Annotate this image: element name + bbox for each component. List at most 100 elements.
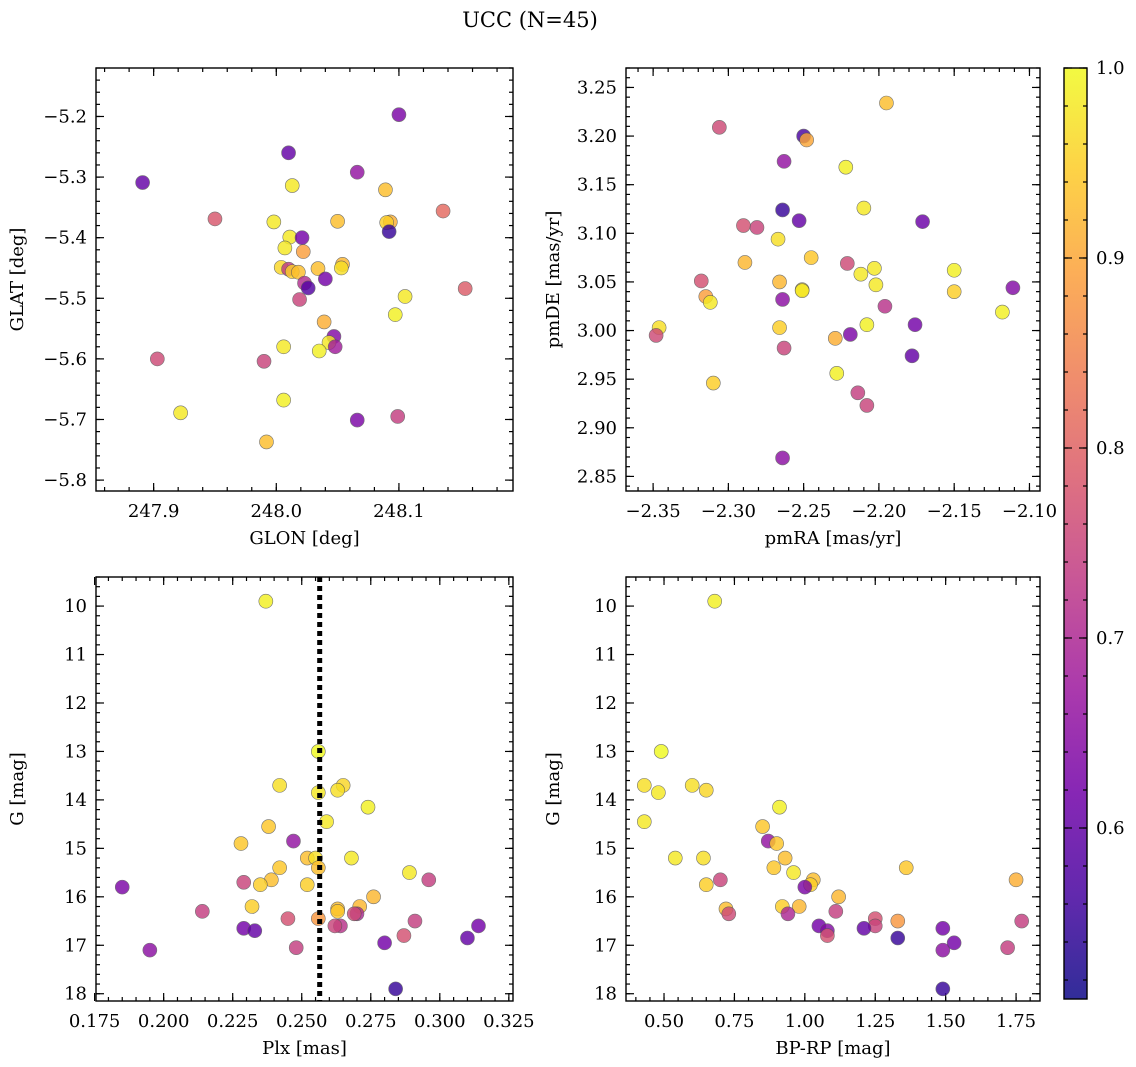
bprp-g-y-tick-label: 15	[594, 838, 617, 859]
bprp-g-point	[1014, 913, 1029, 929]
bprp-g-x-tick-label: 1.50	[926, 1011, 966, 1032]
pmra-pmde-point	[648, 328, 664, 343]
bprp-g-frame	[625, 576, 1041, 1002]
pmra-pmde-y-tick-label: 3.25	[577, 77, 617, 98]
glon-glat-point	[311, 343, 327, 359]
glon-glat-point	[281, 145, 296, 161]
pmra-pmde-frame	[625, 67, 1041, 492]
plx-g-point	[272, 778, 287, 793]
pmra-pmde-point	[803, 250, 819, 265]
glon-glat-point	[256, 354, 272, 369]
pmra-pmde-point	[867, 261, 882, 276]
plx-g-points	[114, 593, 486, 997]
plx-g-panel: 0.175 0.200 0.225 0.250 0.275 0.300 0.325 10 11 1…	[7, 576, 535, 1059]
bprp-g-point	[707, 593, 723, 609]
plx-g-x-tick-label: 0.175	[69, 1011, 121, 1032]
plx-g-point	[366, 889, 381, 905]
pmra-pmde-point	[907, 317, 923, 333]
pmra-pmde-y-tick-label: 2.85	[577, 466, 617, 487]
pmra-pmde-point	[791, 213, 807, 228]
pmra-pmde-x-tick-label: −2.15	[927, 501, 982, 522]
bprp-g-point	[651, 785, 666, 800]
pmra-pmde-point	[829, 366, 845, 381]
colorbar-tick-label: 1.0	[1096, 58, 1125, 79]
plx-g-point	[407, 913, 423, 929]
bprp-g-point	[935, 981, 951, 997]
glon-glat-point	[300, 280, 316, 296]
pmra-pmde-point	[838, 159, 854, 175]
plx-g-y-tick-label: 13	[64, 741, 87, 762]
colorbar-frame	[1063, 67, 1088, 1000]
pmra-pmde-y-axis-label: pmDE [mas/yr]	[543, 211, 564, 349]
bprp-g-point	[890, 913, 906, 929]
glon-glat-point	[266, 214, 282, 230]
plx-g-y-tick-label: 14	[64, 790, 87, 811]
pmra-pmde-point	[995, 304, 1010, 320]
bprp-g-panel: 0.50 0.75 1.00 1.25 1.50 1.75 10 11 12 13 14 15 16 17…	[543, 576, 1041, 1059]
pmra-pmde-point	[736, 218, 751, 233]
plx-g-point	[421, 872, 437, 888]
glon-glat-y-tick-label: −5.5	[43, 288, 87, 309]
glon-glat-point	[276, 392, 291, 408]
glon-glat-points	[135, 107, 473, 450]
pmra-pmde-x-axis-label: pmRA [mas/yr]	[765, 528, 902, 549]
plx-g-x-tick-label: 0.325	[483, 1011, 535, 1032]
bprp-g-y-tick-label: 10	[594, 596, 617, 617]
colorbar-tick-label: 0.9	[1096, 248, 1125, 269]
glon-glat-y-tick-label: −5.2	[43, 106, 87, 127]
glon-glat-point	[387, 307, 403, 322]
glon-glat-point	[327, 339, 343, 355]
bprp-g-point	[698, 782, 714, 798]
bprp-g-point	[766, 860, 782, 876]
bprp-g-point	[780, 906, 796, 922]
glon-glat-x-tick-label: 247.9	[128, 501, 180, 522]
pmra-pmde-point	[827, 331, 843, 346]
bprp-g-point	[637, 814, 652, 830]
plx-g-y-axis-label: G [mag]	[7, 752, 28, 825]
bprp-g-point	[856, 921, 872, 936]
glon-glat-point	[150, 351, 165, 367]
pmra-pmde-point	[737, 255, 753, 270]
bprp-g-point	[667, 850, 683, 866]
bprp-g-point	[831, 889, 846, 905]
pmra-pmde-point	[850, 385, 866, 401]
bprp-g-y-tick-label: 16	[594, 887, 617, 908]
glon-glat-point	[207, 211, 223, 227]
glon-glat-point	[381, 224, 397, 239]
plx-g-point	[261, 819, 276, 834]
bprp-g-point	[721, 906, 737, 922]
glon-glat-point	[284, 178, 300, 193]
plx-g-point	[377, 935, 392, 951]
pmra-pmde-point	[749, 220, 765, 235]
pmra-pmde-point	[776, 340, 792, 356]
plx-g-point	[344, 850, 359, 866]
pmra-pmde-point	[879, 95, 894, 111]
glon-glat-point	[378, 182, 393, 198]
bprp-g-point	[772, 799, 787, 815]
bprp-g-point	[653, 744, 669, 759]
glon-glat-y-tick-label: −5.8	[43, 470, 87, 491]
bprp-g-point	[1000, 940, 1015, 955]
pmra-pmde-y-tick-label: 3.10	[577, 223, 617, 244]
glon-glat-y-axis-label: GLAT [deg]	[7, 228, 28, 332]
plx-g-point	[272, 860, 287, 876]
glon-glat-y-tick-label: −5.4	[43, 228, 87, 249]
pmra-pmde-y-tick-label: 3.15	[577, 175, 617, 196]
pmra-pmde-point	[703, 295, 718, 310]
pmra-pmde-point	[840, 256, 855, 271]
plx-g-point	[258, 593, 274, 609]
glon-glat-x-tick-label: 248.0	[251, 501, 303, 522]
glon-glat-point	[173, 405, 188, 421]
pmra-pmde-point	[770, 231, 786, 247]
pmra-pmde-y-tick-label: 2.95	[577, 369, 617, 390]
plx-g-point	[253, 877, 268, 893]
bprp-g-point	[935, 942, 951, 958]
pmra-pmde-point	[868, 277, 884, 293]
pmra-pmde-point	[946, 284, 962, 299]
pmra-pmde-point	[853, 266, 869, 282]
glon-glat-point	[457, 281, 473, 296]
bprp-g-point	[786, 865, 801, 880]
plx-g-point	[195, 904, 210, 919]
glon-glat-point	[391, 107, 407, 122]
